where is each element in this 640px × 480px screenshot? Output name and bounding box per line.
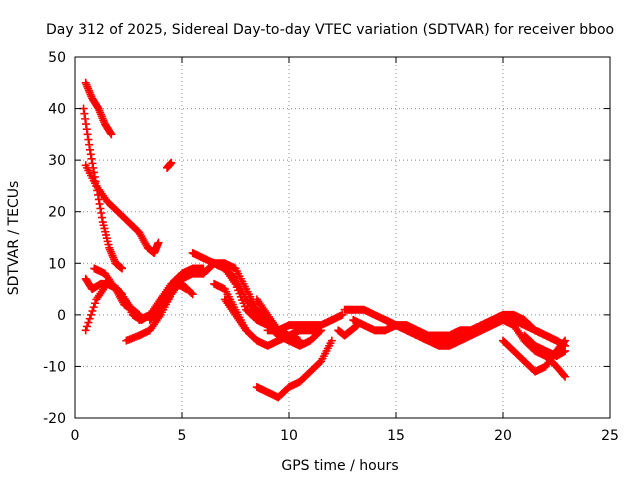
data-point [167,158,176,167]
x-tick-label: 5 [178,428,187,444]
series-track-v [381,316,497,340]
axis-ticks: 0 5 10 15 20 25 -20 -10 0 10 20 30 40 50 [43,50,619,444]
series-track-a [81,78,116,139]
data-point [327,336,336,345]
data-point [107,130,116,139]
data-point [85,145,94,154]
data-point [96,204,105,213]
x-tick-label: 20 [494,428,512,444]
data-point [87,154,96,163]
data-point [94,195,103,204]
data-point [178,274,186,283]
y-tick-label: 50 [48,50,66,66]
data-point [95,199,104,208]
series-track-m [263,310,347,335]
data-point [81,120,90,129]
data-point [199,264,208,273]
data-point [106,129,115,138]
series-track-l [252,336,336,402]
data-point [561,372,570,381]
series-track-c [81,161,163,257]
data-point [84,135,93,144]
y-tick-label: -10 [43,359,66,375]
data-point [88,306,97,315]
plot-frame [74,56,611,419]
x-tick-label: 10 [280,428,298,444]
series-track-s [499,336,570,376]
y-tick-label: 20 [48,205,66,221]
y-tick-label: 30 [48,153,66,169]
data-point [338,310,347,319]
series-track-y [220,295,251,335]
data-point [80,109,89,118]
data-point [135,310,144,319]
data-point [91,299,100,308]
data-point [85,140,94,149]
series-track-u [520,331,570,361]
data-point [242,326,251,335]
x-axis-label: GPS time / hours [281,458,398,474]
data-point [88,159,97,168]
y-tick-label: -20 [43,411,66,427]
x-tick-label: 25 [601,428,619,444]
series-track-n [252,295,304,345]
data-point [85,314,94,323]
data-point [98,213,107,222]
data-point [83,322,92,331]
data-point [84,318,93,327]
data-point [89,303,98,312]
data-point [154,238,163,247]
data-point [561,336,570,345]
data-point [82,125,91,134]
series-track-b [79,104,127,273]
grid-lines [75,57,610,418]
data-point [188,290,197,299]
y-tick-label: 10 [48,256,66,272]
y-tick-label: 0 [57,308,66,324]
x-tick-label: 15 [387,428,405,444]
data-point [559,337,568,346]
series-track-w [156,264,208,304]
data-point [87,310,96,319]
data-point [118,264,127,273]
y-tick-label: 40 [48,102,66,118]
data-point [86,150,95,159]
data-point [97,209,106,218]
data-point [187,288,196,297]
data-point [83,130,92,139]
data-point [488,316,497,325]
x-tick-label: 0 [71,428,80,444]
data-points [79,78,570,402]
series-track-x [145,274,186,325]
series-track-g [163,158,176,172]
series-track-f [90,264,144,319]
y-axis-label: SDTVAR / TECUs [6,181,22,296]
data-point [81,114,90,123]
data-point [295,336,304,345]
data-point [561,346,570,355]
chart-title: Day 312 of 2025, Sidereal Day-to-day VTE… [46,22,614,38]
data-point [559,371,568,380]
data-point [81,326,90,335]
